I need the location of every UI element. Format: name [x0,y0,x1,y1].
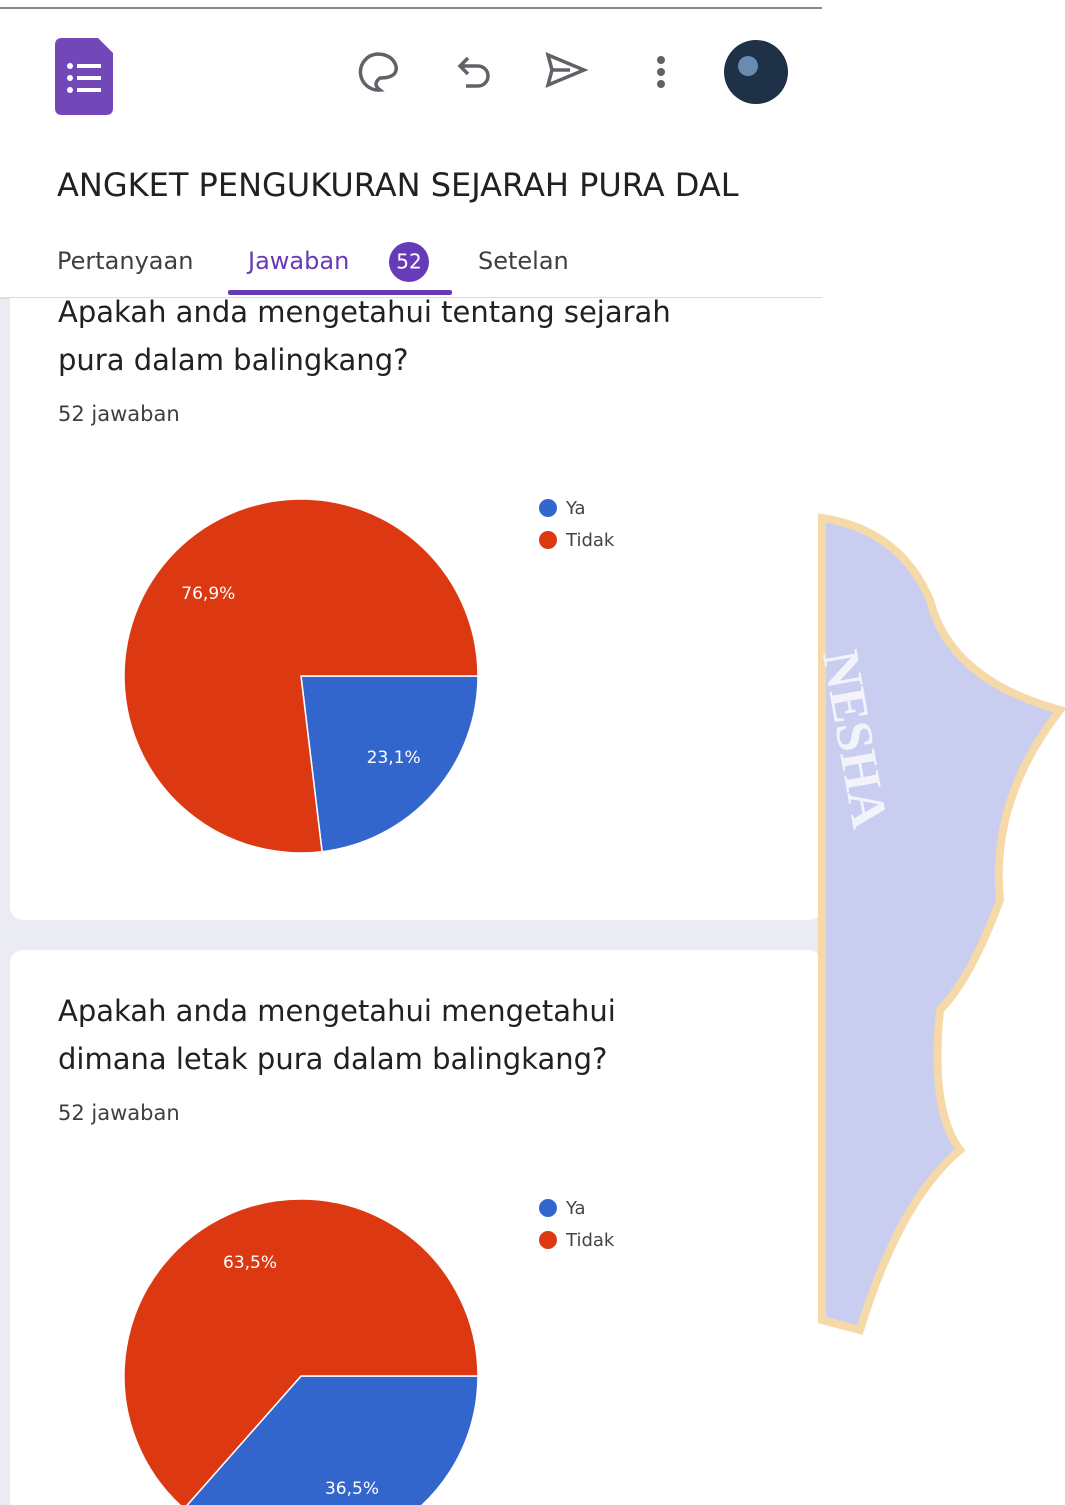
legend-label: Tidak [565,530,615,551]
question-title: Apakah anda mengetahui mengetahui dimana… [58,987,698,1083]
slice-label: 36,5% [325,1479,379,1499]
forms-icon-lines [67,63,101,93]
slice-label: 76,9% [181,584,235,604]
legend-swatch [539,1199,557,1217]
form-title: ANGKET PENGUKURAN SEJARAH PURA DAL [57,166,739,204]
response-count: 52 jawaban [58,402,180,426]
page: NESHA ANGKET PENGUKURAN SEJARAH PURA DAL… [0,0,1065,1505]
legend-swatch [539,499,557,517]
question-title: Apakah anda mengetahui tentang sejarah p… [58,288,698,384]
response-count: 52 jawaban [58,1101,180,1125]
legend-label: Ya [565,498,586,519]
tab-active[interactable]: Jawaban [246,247,349,275]
legend-label: Tidak [565,1230,615,1251]
avatar-detail [738,56,758,76]
count-badge-text: 52 [396,250,421,274]
legend-swatch [539,531,557,549]
slice-label: 23,1% [367,748,421,768]
canvas: NESHA ANGKET PENGUKURAN SEJARAH PURA DAL… [0,0,1065,1505]
watermark-shape [822,518,1060,1330]
slice-label: 63,5% [223,1253,277,1273]
tab[interactable]: Setelan [478,247,569,275]
more-icon[interactable] [657,56,665,88]
legend-label: Ya [565,1198,586,1219]
tab[interactable]: Pertanyaan [57,247,193,275]
legend-swatch [539,1231,557,1249]
